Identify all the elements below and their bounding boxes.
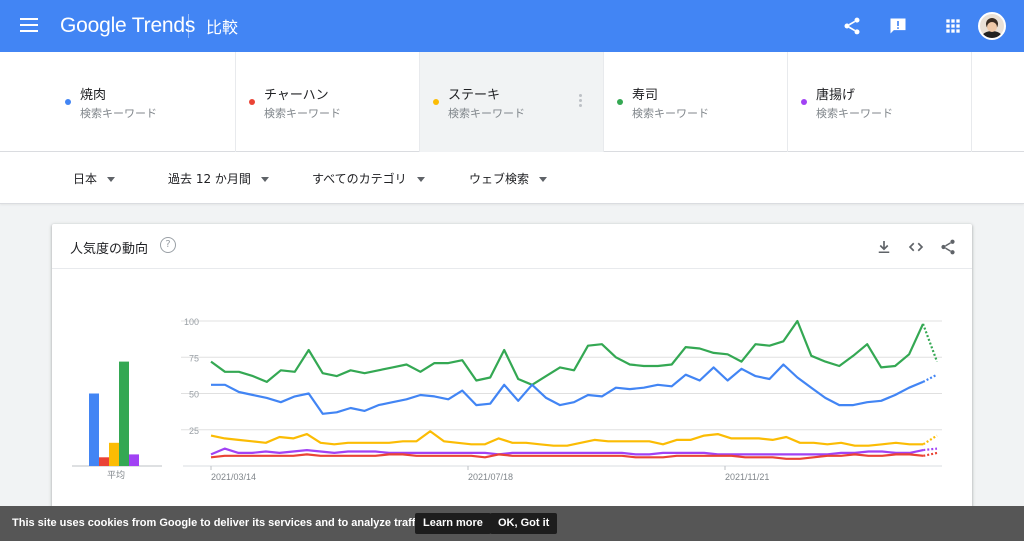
series-line bbox=[210, 453, 924, 460]
period-dropdown[interactable]: 過去 12 か月間 bbox=[168, 170, 269, 187]
share-icon[interactable] bbox=[842, 16, 862, 36]
embed-code-icon[interactable] bbox=[907, 238, 925, 256]
avatar[interactable] bbox=[978, 12, 1006, 40]
region-value: 日本 bbox=[73, 172, 98, 186]
ok-got-it-button[interactable]: OK, Got it bbox=[490, 513, 558, 534]
chevron-down-icon bbox=[539, 177, 548, 182]
term-name: 唐揚げ bbox=[816, 88, 856, 103]
term-name: チャーハン bbox=[264, 88, 329, 103]
cookie-message: This site uses cookies from Google to de… bbox=[12, 517, 428, 529]
line-chart: 25 50 75 100 平均 2021/03/14 2021/07/18 2021/11… bbox=[72, 317, 942, 482]
average-bar bbox=[129, 454, 139, 466]
series-line-partial bbox=[922, 323, 939, 362]
card-title: 人気度の動向 bbox=[70, 242, 149, 257]
term-type: 検索キーワード bbox=[264, 107, 341, 120]
search-type-value: ウェブ検索 bbox=[469, 172, 530, 186]
region-dropdown[interactable]: 日本 bbox=[73, 170, 116, 187]
term-card[interactable]: チャーハン 検索キーワード bbox=[236, 52, 420, 152]
average-bar bbox=[119, 361, 129, 466]
download-icon[interactable] bbox=[875, 238, 893, 256]
term-name: ステーキ bbox=[448, 88, 501, 103]
x-tick-label: 2021/11/21 bbox=[725, 472, 769, 482]
y-tick-label: 100 bbox=[184, 317, 199, 327]
chevron-down-icon bbox=[416, 177, 425, 182]
average-bar bbox=[99, 457, 109, 466]
share-icon[interactable] bbox=[939, 238, 957, 256]
search-type-dropdown[interactable]: ウェブ検索 bbox=[469, 170, 548, 187]
chevron-down-icon bbox=[107, 177, 116, 182]
y-tick-label: 75 bbox=[189, 353, 199, 363]
menu-icon[interactable] bbox=[20, 18, 38, 32]
card-header: 人気度の動向 ? bbox=[52, 224, 972, 269]
x-tick-label: 2021/03/14 bbox=[211, 472, 256, 482]
term-name: 寿司 bbox=[632, 88, 659, 103]
learn-more-button[interactable]: Learn more bbox=[415, 513, 491, 534]
x-tick-label: 2021/07/18 bbox=[468, 472, 513, 482]
term-card[interactable]: 焼肉 検索キーワード bbox=[52, 52, 236, 152]
term-card[interactable]: ステーキ 検索キーワード bbox=[420, 52, 604, 152]
category-value: すべてのカテゴリ bbox=[312, 172, 407, 186]
series-color-dot bbox=[249, 99, 255, 105]
chevron-down-icon bbox=[260, 177, 269, 182]
series-line-partial bbox=[922, 434, 938, 446]
y-tick-label: 50 bbox=[189, 390, 199, 400]
average-bar bbox=[89, 393, 99, 466]
average-bar bbox=[109, 442, 119, 466]
series-line bbox=[210, 319, 925, 386]
term-name: 焼肉 bbox=[80, 88, 107, 103]
term-type: 検索キーワード bbox=[80, 107, 157, 120]
average-label: 平均 bbox=[107, 469, 125, 481]
series-line-partial bbox=[923, 447, 938, 452]
term-card[interactable]: 唐揚げ 検索キーワード bbox=[788, 52, 972, 152]
google-trends-logo[interactable]: Google Trends bbox=[60, 14, 196, 37]
category-dropdown[interactable]: すべてのカテゴリ bbox=[312, 170, 425, 187]
more-options-icon[interactable] bbox=[579, 94, 583, 108]
search-terms-bar: 焼肉 検索キーワード チャーハン 検索キーワード ステーキ 検索キーワード 寿司… bbox=[0, 52, 1024, 152]
cookie-banner: This site uses cookies from Google to de… bbox=[0, 506, 1024, 541]
top-app-bar: Google Trends 比較 bbox=[0, 0, 1024, 52]
series-line bbox=[210, 447, 924, 456]
term-card[interactable]: 寿司 検索キーワード bbox=[604, 52, 788, 152]
series-line-partial bbox=[923, 451, 938, 457]
help-icon[interactable]: ? bbox=[160, 237, 176, 253]
period-value: 過去 12 か月間 bbox=[168, 172, 251, 186]
series-color-dot bbox=[617, 99, 623, 105]
interest-over-time-card: 人気度の動向 ? 25 50 75 100 平均 2021/03/14 2021/07/… bbox=[52, 224, 972, 514]
series-line bbox=[211, 363, 924, 415]
feedback-icon[interactable] bbox=[888, 16, 908, 36]
term-type: 検索キーワード bbox=[448, 107, 525, 120]
series-line bbox=[210, 430, 924, 447]
filter-bar: 日本 過去 12 か月間 すべてのカテゴリ ウェブ検索 bbox=[0, 152, 1024, 204]
series-color-dot bbox=[433, 99, 439, 105]
page-title: 比較 bbox=[206, 18, 239, 37]
y-tick-label: 25 bbox=[189, 426, 199, 436]
series-color-dot bbox=[65, 99, 71, 105]
series-color-dot bbox=[801, 99, 807, 105]
series-line-partial bbox=[922, 373, 938, 383]
term-type: 検索キーワード bbox=[816, 107, 893, 120]
divider bbox=[188, 14, 189, 38]
term-type: 検索キーワード bbox=[632, 107, 709, 120]
apps-icon[interactable] bbox=[943, 16, 963, 36]
